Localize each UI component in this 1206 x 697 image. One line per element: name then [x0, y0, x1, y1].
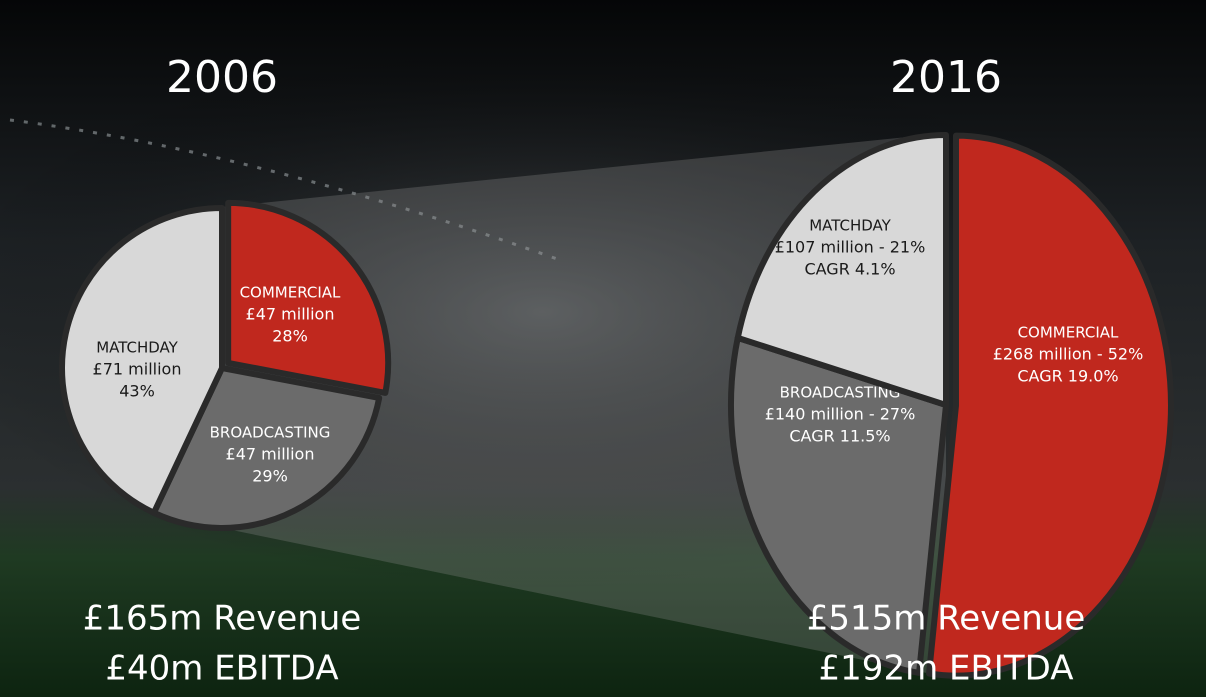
pie-slice [728, 334, 949, 676]
pie-slice [225, 199, 392, 396]
charts: 2006 COMMERCIAL £47 million 28% BROADCASTING… [59, 52, 1174, 689]
slice-value-label: 43% [119, 382, 155, 401]
slice-category: COMMERCIAL [240, 284, 341, 302]
slice-cagr: CAGR 4.1% [804, 260, 895, 279]
stadium-lights [9, 118, 561, 262]
slice-amount: £47 million [246, 305, 335, 324]
slice-value-label: 29% [252, 467, 288, 486]
chart-title: 2016 [890, 52, 1002, 103]
summary-note: £165m Revenue [83, 599, 362, 639]
slice-amount: £71 million [93, 360, 182, 379]
slice-value-label: £107 million - 21% [775, 238, 926, 257]
slice-category: BROADCASTING [210, 424, 331, 442]
slice-value-label: 28% [272, 327, 308, 346]
summary-note: £515m Revenue [807, 599, 1086, 639]
summary-note: £40m EBITDA [105, 649, 338, 689]
slice-category: BROADCASTING [780, 384, 901, 402]
slice-cagr: CAGR 11.5% [789, 427, 890, 446]
slice-value-label: £268 million - 52% [993, 345, 1144, 364]
slice-cagr: CAGR 19.0% [1017, 367, 1118, 386]
slice-category: MATCHDAY [96, 339, 178, 357]
slice-category: COMMERCIAL [1018, 324, 1119, 342]
chart-title: 2006 [166, 52, 278, 103]
slice-value-label: £140 million - 27% [765, 405, 916, 424]
pie-slice [734, 132, 949, 408]
pie-slice [150, 365, 383, 531]
slice-category: MATCHDAY [809, 217, 891, 235]
slice-amount: £47 million [226, 445, 315, 464]
summary-note: £192m EBITDA [819, 649, 1074, 689]
pie-slice [59, 205, 225, 516]
pie-slice [926, 132, 1174, 679]
